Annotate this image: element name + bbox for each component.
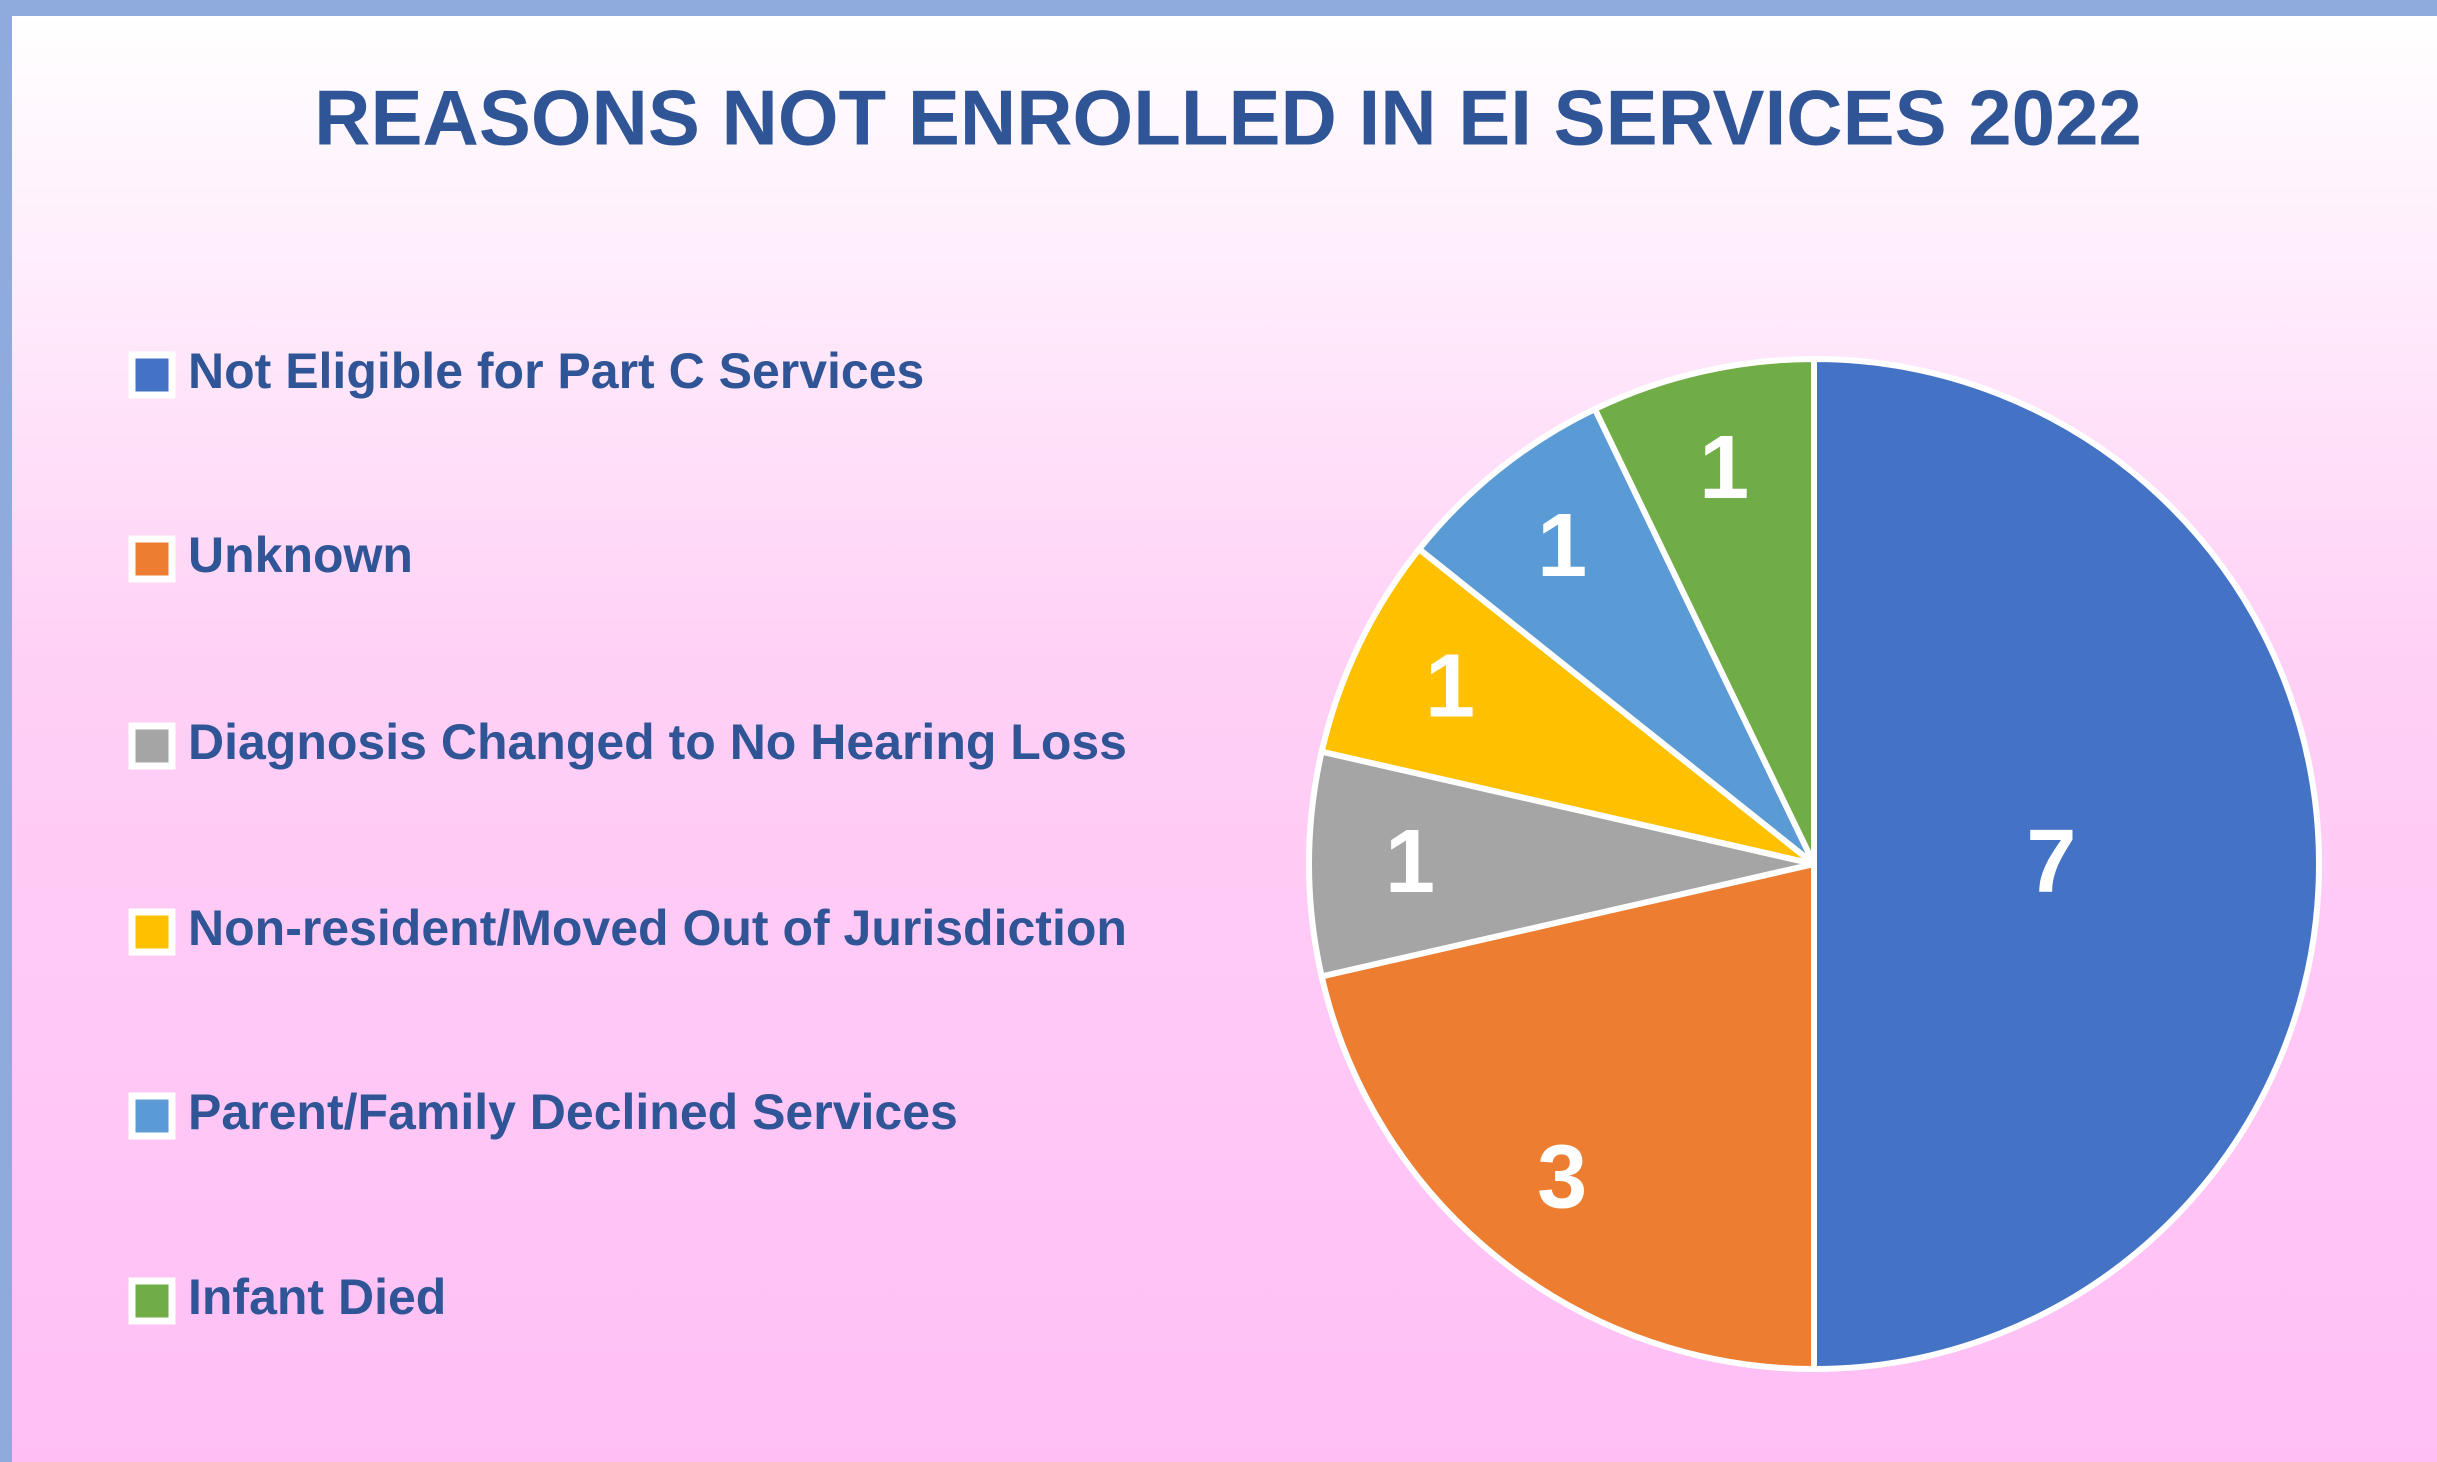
legend-label: Not Eligible for Part C Services bbox=[188, 343, 924, 399]
legend-marker bbox=[128, 1277, 176, 1325]
legend-line: Infant Died bbox=[188, 1269, 446, 1325]
legend-label: Parent/Family Declined Services bbox=[188, 1084, 958, 1140]
legend-label: Non-resident/Moved Out of Jurisdiction bbox=[188, 900, 1127, 956]
data-label: 1 bbox=[1425, 636, 1475, 736]
data-label: 1 bbox=[1699, 418, 1749, 518]
legend-marker bbox=[128, 722, 176, 770]
data-label: 1 bbox=[1385, 812, 1435, 912]
legend-line: Unknown bbox=[188, 527, 413, 583]
chart-title: REASONS NOT ENROLLED IN EI SERVICES 2022 bbox=[314, 74, 2142, 162]
pie-slice bbox=[1318, 860, 1817, 1373]
legend-line: Parent/Family Declined Services bbox=[188, 1084, 958, 1140]
legend-label: Unknown bbox=[188, 527, 413, 583]
data-label: 7 bbox=[2026, 812, 2076, 912]
legend-line: Not Eligible for Part C Services bbox=[188, 343, 924, 399]
legend-marker bbox=[128, 351, 176, 399]
legend-label: Diagnosis Changed to No Hearing Loss bbox=[188, 714, 1127, 770]
pie-slice bbox=[1590, 355, 1817, 866]
legend-line: Non-resident/Moved Out of Jurisdiction bbox=[188, 900, 1127, 956]
legend-marker bbox=[128, 535, 176, 583]
pie bbox=[1306, 355, 2322, 1373]
legend-marker bbox=[128, 908, 176, 956]
legend-label: Infant Died bbox=[188, 1269, 446, 1325]
legend-line: Diagnosis Changed to No Hearing Loss bbox=[188, 714, 1127, 770]
pie-slice bbox=[1811, 355, 2322, 1373]
pie-slice bbox=[1306, 748, 1815, 980]
pie-slice bbox=[1414, 405, 1817, 867]
legend: Not Eligible for Part C Services Unknown D… bbox=[128, 343, 1127, 1325]
data-label: 3 bbox=[1537, 1128, 1587, 1228]
legend-marker bbox=[128, 1092, 176, 1140]
pie-slice bbox=[1318, 544, 1816, 867]
data-label: 1 bbox=[1537, 496, 1587, 596]
